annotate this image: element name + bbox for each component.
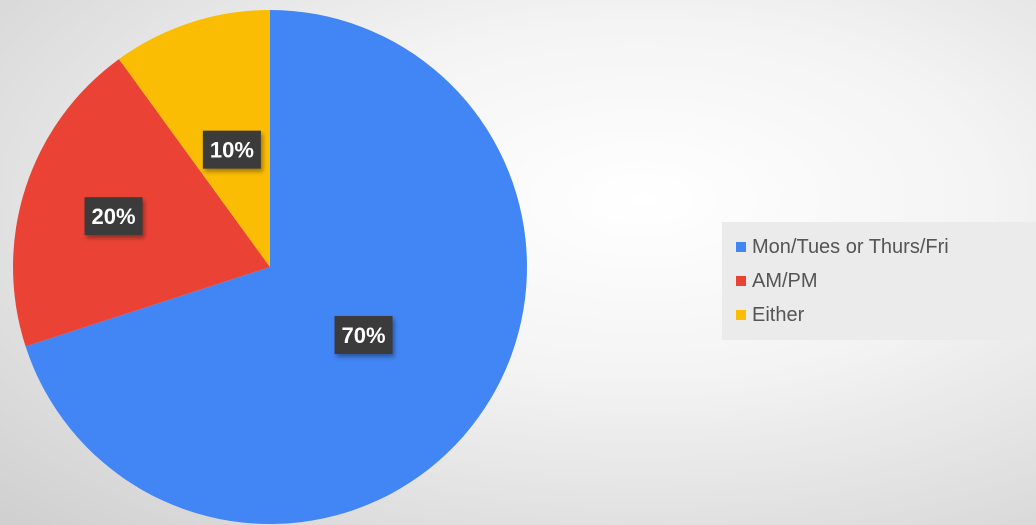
legend-swatch-blue: [736, 242, 746, 252]
data-label-box: [202, 130, 261, 169]
legend-item-am-pm: AM/PM: [736, 264, 1036, 298]
data-label-box: [334, 315, 393, 354]
legend-item-mon-tues-thurs-fri: Mon/Tues or Thurs/Fri: [736, 230, 1036, 264]
data-label-text: 10%: [210, 138, 254, 163]
legend-label: AM/PM: [752, 269, 818, 292]
slice-mon-tues-thurs-fri: [25, 10, 527, 524]
data-label-either: 10%: [202, 130, 261, 169]
legend-item-either: Either: [736, 298, 1036, 332]
slice-either: [118, 10, 270, 267]
data-label-box: [84, 197, 143, 236]
data-label-text: 70%: [342, 323, 386, 348]
legend-label: Either: [752, 303, 805, 326]
legend-label: Mon/Tues or Thurs/Fri: [752, 235, 949, 258]
data-label-am-pm: 20%: [84, 197, 143, 236]
data-label-mon-tues-thurs-fri: 70%: [334, 315, 393, 354]
legend-swatch-yellow: [736, 310, 746, 320]
legend: Mon/Tues or Thurs/Fri AM/PM Either: [722, 222, 1036, 340]
data-label-text: 20%: [92, 204, 136, 229]
legend-swatch-red: [736, 276, 746, 286]
